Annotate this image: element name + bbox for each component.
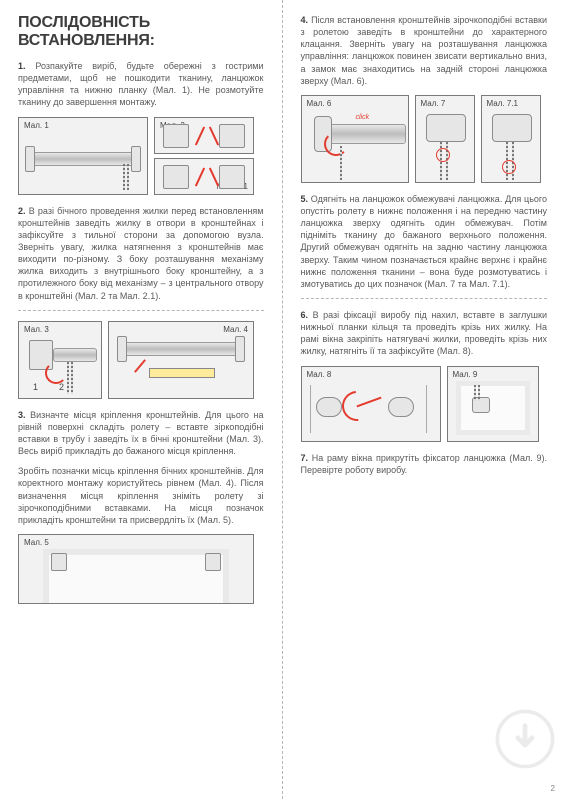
step-6-text: 6. В разі фіксації виробу під нахил, вст… xyxy=(301,309,548,358)
fig-row-2: Мал. 3 1 2 Мал. 4 xyxy=(18,321,264,399)
fig-caption: Мал. 7.1 xyxy=(485,98,520,109)
step-7-text: 7. На раму вікна прикрутіть фіксатор лан… xyxy=(301,452,548,476)
step-2-text: 2. В разі бічного проведення жилки перед… xyxy=(18,205,264,302)
figure-7: Мал. 7 xyxy=(415,95,475,183)
divider xyxy=(18,310,264,311)
figure-2: Мал. 2 xyxy=(154,117,254,154)
fig-caption: Мал. 3 xyxy=(22,324,51,335)
watermark-icon xyxy=(495,709,555,769)
fig-row-5: Мал. 8 Мал. 9 xyxy=(301,366,548,442)
figure-8: Мал. 8 xyxy=(301,366,441,442)
page-number: 2 xyxy=(551,784,555,793)
figure-5: Мал. 5 xyxy=(18,534,254,604)
step-3b-text: Зробіть позначки місць кріплення бічних … xyxy=(18,465,264,526)
fig-caption: Мал. 1 xyxy=(22,120,51,131)
step-4-text: 4. Після встановлення кронштейнів зірочк… xyxy=(301,14,548,87)
figure-7-1: Мал. 7.1 xyxy=(481,95,541,183)
figure-3: Мал. 3 1 2 xyxy=(18,321,102,399)
figure-4: Мал. 4 xyxy=(108,321,254,399)
fig-row-1: Мал. 1 Мал. 2 Мал. 2.1 xyxy=(18,117,264,195)
step-5-text: 5. Одягніть на ланцюжок обмежувачі ланцю… xyxy=(301,193,548,290)
fig-caption: Мал. 4 xyxy=(221,324,250,335)
figure-2-1: Мал. 2.1 xyxy=(154,158,254,195)
step-1-text: 1. Розпакуйте виріб, будьте обережні з г… xyxy=(18,60,264,109)
page: ПОСЛІДОВНІСТЬ ВСТАНОВЛЕННЯ: 1. Розпакуйт… xyxy=(0,0,565,799)
fig-caption: Мал. 8 xyxy=(305,369,334,380)
click-label: click xyxy=(356,114,370,121)
fig-row-4: Мал. 6 click Мал. 7 Мал. 7.1 xyxy=(301,95,548,183)
divider xyxy=(301,298,548,299)
right-column: 4. Після встановлення кронштейнів зірочк… xyxy=(283,0,565,799)
page-title: ПОСЛІДОВНІСТЬ ВСТАНОВЛЕННЯ: xyxy=(18,14,264,50)
fig-caption: Мал. 9 xyxy=(451,369,480,380)
figure-1: Мал. 1 xyxy=(18,117,148,195)
left-column: ПОСЛІДОВНІСТЬ ВСТАНОВЛЕННЯ: 1. Розпакуйт… xyxy=(0,0,283,799)
fig-caption: Мал. 5 xyxy=(22,537,51,548)
fig-caption: Мал. 6 xyxy=(305,98,334,109)
fig-row-3: Мал. 5 xyxy=(18,534,264,604)
figure-6: Мал. 6 click xyxy=(301,95,409,183)
figure-9: Мал. 9 xyxy=(447,366,539,442)
fig-caption: Мал. 7 xyxy=(419,98,448,109)
step-3-text: 3. Визначте місця кріплення кронштейнів.… xyxy=(18,409,264,458)
